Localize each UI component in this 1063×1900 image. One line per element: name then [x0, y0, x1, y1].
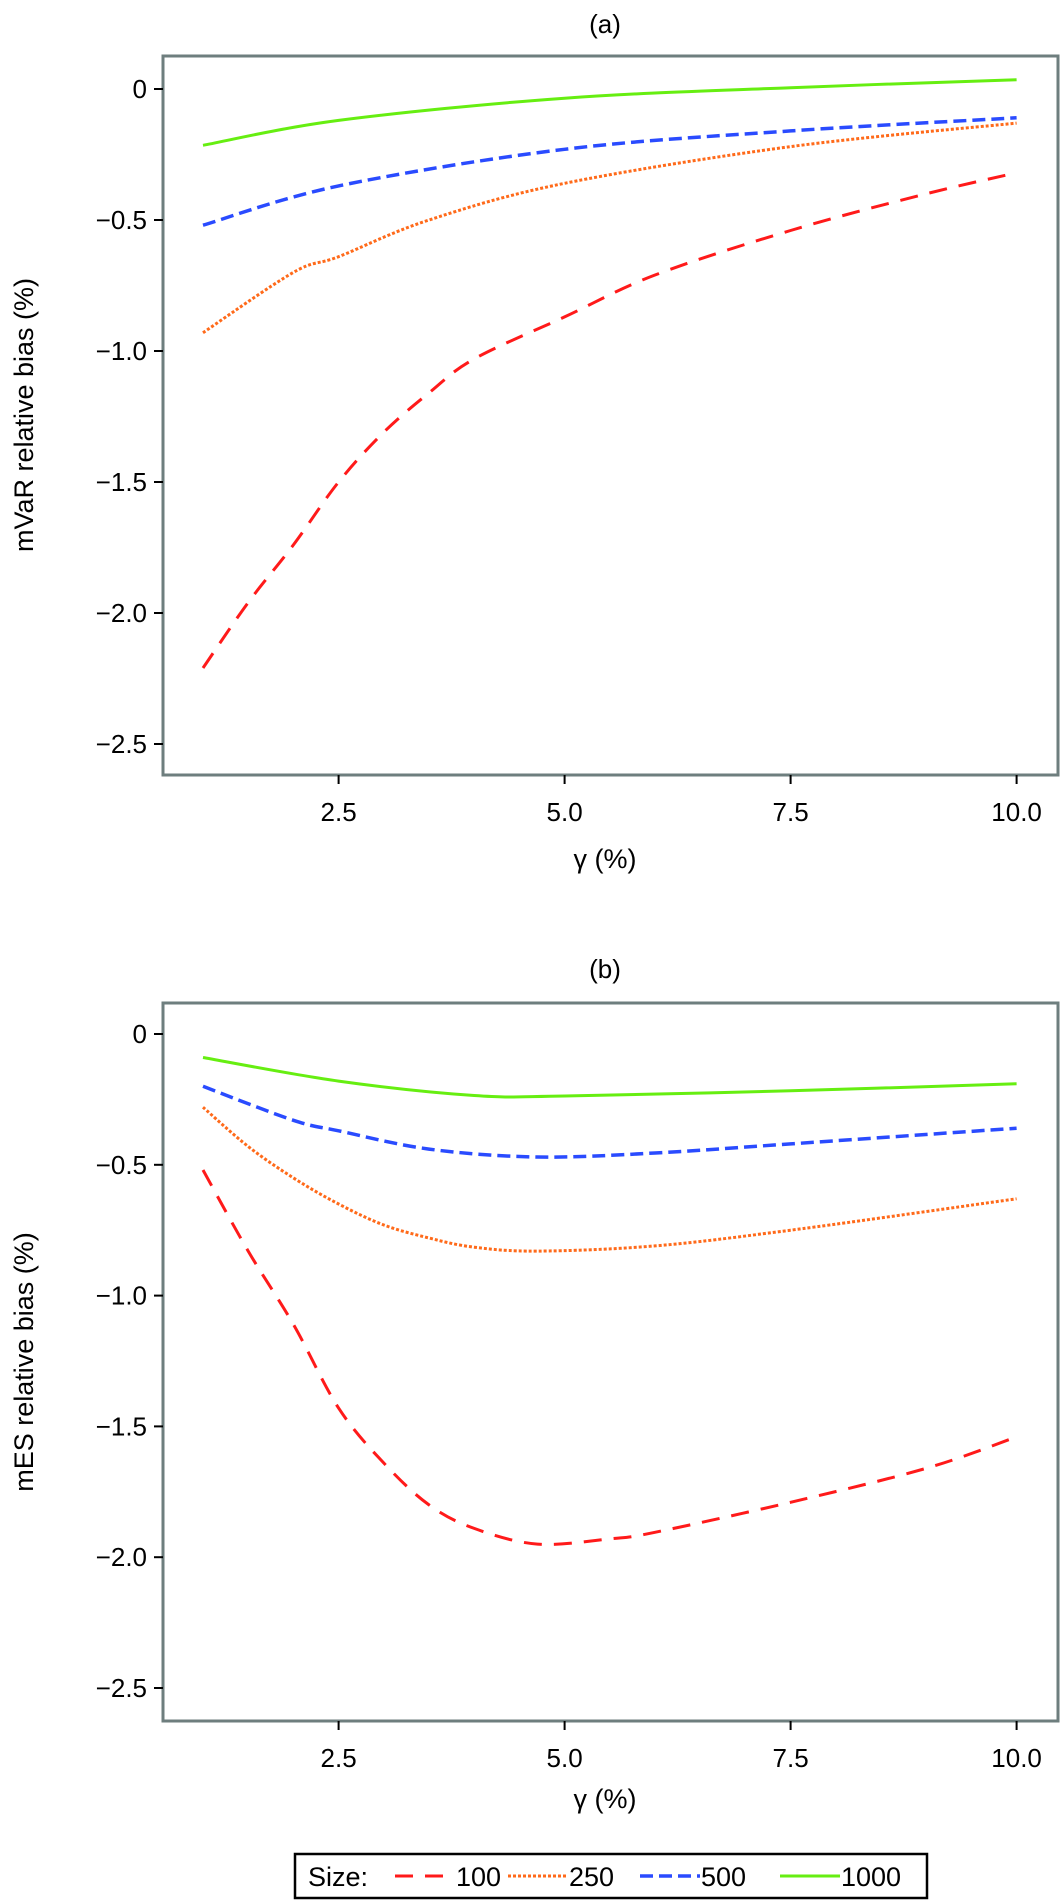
legend-label-250: 250: [569, 1862, 614, 1892]
panel-a-x-axis-label: γ (%): [574, 844, 637, 874]
panel-a-y-axis-label: mVaR relative bias (%): [9, 278, 39, 552]
x-tick-label: 2.5: [321, 1743, 357, 1773]
y-tick-label: −2.5: [96, 1673, 147, 1703]
y-tick-label: −1.5: [96, 467, 147, 497]
panel-a-series-100-line: [201, 171, 1017, 669]
y-tick-label: −2.5: [96, 729, 147, 759]
panel-b-title: (b): [589, 954, 621, 984]
y-tick-label: −2.0: [96, 598, 147, 628]
panel-a-title: (a): [589, 9, 621, 39]
panel-a-series-250-line: [202, 121, 1017, 334]
panel-a: (a) γ (%) mVaR relative bias (%) 0 −0.5 −1…: [9, 9, 1060, 874]
x-tick-label: 7.5: [773, 1743, 809, 1773]
y-tick-label: −0.5: [96, 205, 147, 235]
y-tick-label: −2.0: [96, 1542, 147, 1572]
legend: Size: 100 250 500 1000: [293, 1852, 929, 1900]
y-tick-label: −1.5: [96, 1411, 147, 1441]
panel-b-series-250-line: [202, 1106, 1017, 1253]
legend-label-1000: 1000: [841, 1862, 901, 1892]
panel-b-plot-frame: [161, 1001, 1060, 1723]
panel-b-x-axis-label: γ (%): [574, 1784, 637, 1814]
y-tick-label: −1.0: [96, 1281, 147, 1311]
panel-b-series-500-line: [202, 1084, 1017, 1159]
panel-a-series-1000-line: [202, 78, 1017, 147]
panel-b: (b) γ (%) mES relative bias (%) 0 −0.5 −1.…: [9, 954, 1060, 1814]
panel-a-plot-frame: [161, 54, 1060, 777]
x-tick-label: 5.0: [547, 1743, 583, 1773]
legend-label-500: 500: [701, 1862, 746, 1892]
y-tick-label: 0: [133, 74, 147, 104]
x-tick-label: 2.5: [321, 797, 357, 827]
x-tick-label: 10.0: [991, 797, 1042, 827]
panel-b-y-axis-label: mES relative bias (%): [9, 1232, 39, 1492]
x-tick-label: 5.0: [547, 797, 583, 827]
x-tick-label: 10.0: [991, 1743, 1042, 1773]
legend-label-100: 100: [456, 1862, 501, 1892]
panel-b-series-1000-line: [202, 1056, 1017, 1099]
y-tick-label: 0: [133, 1019, 147, 1049]
x-tick-label: 7.5: [773, 797, 809, 827]
y-tick-label: −0.5: [96, 1150, 147, 1180]
panel-b-series-100-line: [201, 1169, 1018, 1546]
legend-title: Size:: [308, 1862, 368, 1892]
panel-a-series-500-line: [202, 116, 1017, 227]
y-tick-label: −1.0: [96, 336, 147, 366]
